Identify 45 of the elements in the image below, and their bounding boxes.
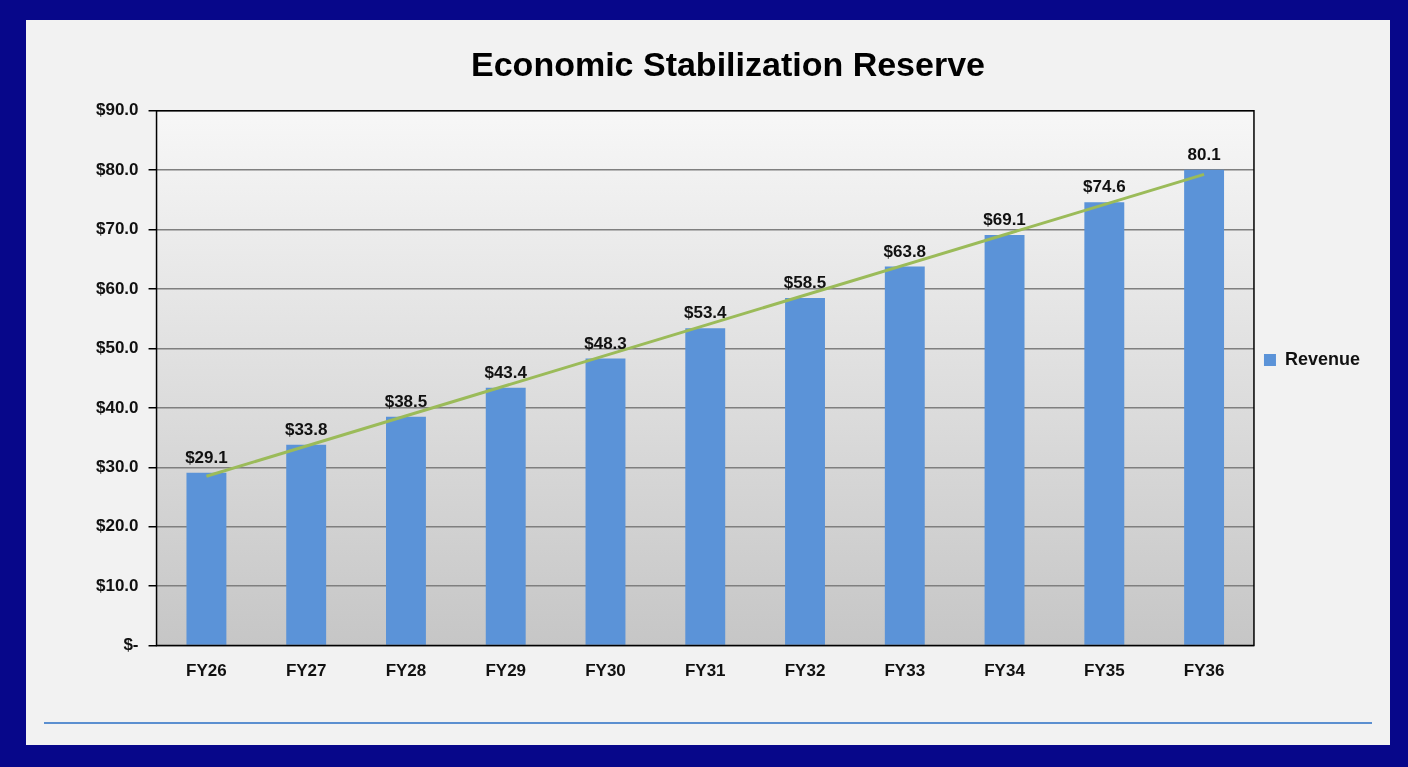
x-tick-label: FY34 bbox=[984, 661, 1026, 681]
data-label: $69.1 bbox=[983, 210, 1026, 230]
y-tick-label: $80.0 bbox=[95, 159, 139, 179]
data-label: $38.5 bbox=[384, 392, 428, 412]
bar bbox=[286, 444, 327, 645]
x-tick-label: FY36 bbox=[1183, 661, 1225, 681]
data-label: $74.6 bbox=[1083, 177, 1126, 197]
data-label: $58.5 bbox=[783, 273, 827, 293]
data-label: 80.1 bbox=[1187, 144, 1221, 164]
y-tick-label: $90.0 bbox=[95, 100, 139, 120]
y-tick-label: $50.0 bbox=[95, 338, 139, 358]
x-tick-label: FY35 bbox=[1084, 661, 1125, 681]
chart-title: Economic Stabilization Reserve bbox=[471, 44, 985, 83]
data-label: $48.3 bbox=[584, 333, 627, 353]
legend-label: Revenue bbox=[1284, 348, 1361, 369]
x-tick-label: FY27 bbox=[285, 661, 327, 681]
x-tick-label: FY26 bbox=[186, 661, 227, 681]
y-tick-label: $20.0 bbox=[95, 516, 139, 536]
x-tick-label: FY30 bbox=[585, 661, 626, 681]
y-tick-label: $- bbox=[123, 635, 139, 655]
x-tick-label: FY28 bbox=[385, 661, 427, 681]
data-label: $63.8 bbox=[883, 241, 927, 261]
bar bbox=[386, 416, 426, 645]
x-tick-label: FY33 bbox=[884, 661, 926, 681]
data-label: $33.8 bbox=[284, 419, 328, 439]
y-tick-label: $70.0 bbox=[95, 219, 139, 239]
x-tick-label: FY31 bbox=[684, 661, 726, 681]
bar bbox=[785, 297, 825, 645]
y-tick-label: $10.0 bbox=[95, 575, 139, 595]
bar bbox=[1184, 169, 1225, 645]
y-tick-label: $40.0 bbox=[95, 397, 139, 417]
data-label: $43.4 bbox=[484, 362, 528, 382]
data-label: $29.1 bbox=[185, 447, 228, 467]
bar bbox=[485, 387, 526, 645]
y-tick-label: $30.0 bbox=[95, 457, 139, 477]
x-tick-label: FY32 bbox=[784, 661, 826, 681]
bar bbox=[1084, 202, 1125, 645]
bar bbox=[585, 358, 626, 645]
y-tick-label: $60.0 bbox=[95, 278, 139, 298]
bar bbox=[884, 266, 925, 645]
x-tick-label: FY29 bbox=[485, 661, 527, 681]
bar bbox=[186, 472, 227, 645]
bar bbox=[685, 328, 726, 645]
data-label: $53.4 bbox=[683, 303, 728, 323]
bar bbox=[984, 234, 1025, 645]
